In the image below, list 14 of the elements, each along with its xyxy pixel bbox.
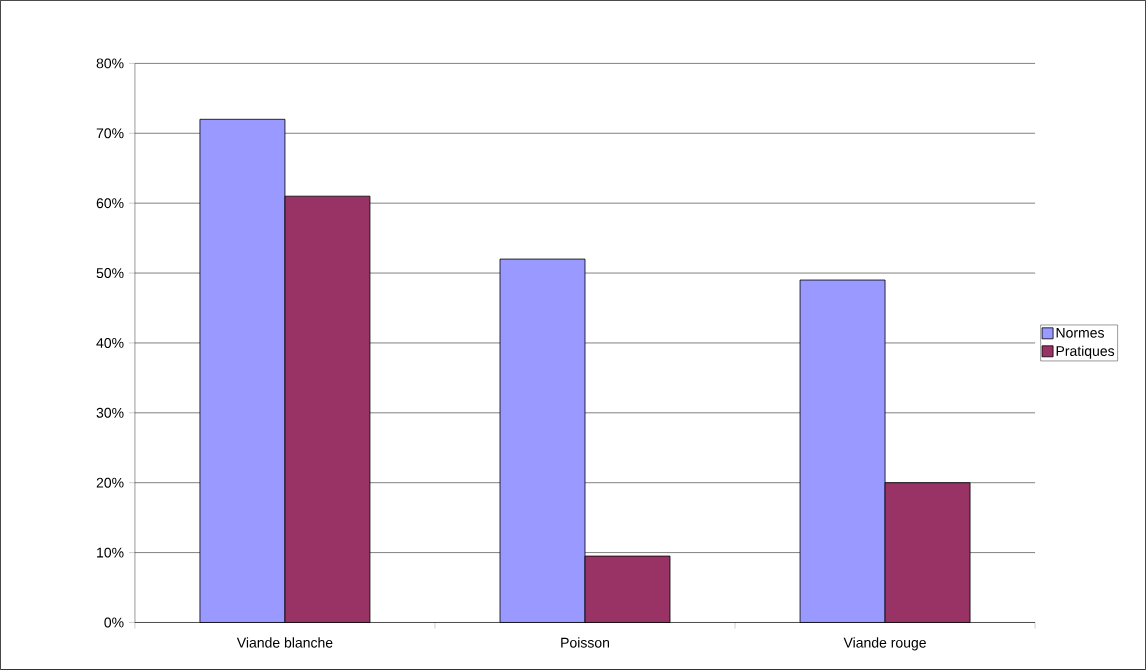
x-tick-label: Poisson [561,637,610,648]
y-tick-label: 10% [97,547,124,558]
y-tick-label: 40% [96,338,124,348]
y-tick-label: 80% [96,58,124,69]
y-tick-label: 0% [104,617,124,628]
y-tick-label: 30% [96,407,124,418]
y-tick-label: 20% [96,477,124,488]
x-tick-label: Viande blanche [236,637,333,648]
x-tick-label: Viande rouge [843,637,926,651]
y-tick-label: 60% [96,198,124,209]
y-tick-label: 70% [96,128,124,139]
legend-label: Pratiques [1056,345,1115,359]
y-tick-label: 50% [96,268,124,279]
legend-label: Normes [1056,328,1104,338]
